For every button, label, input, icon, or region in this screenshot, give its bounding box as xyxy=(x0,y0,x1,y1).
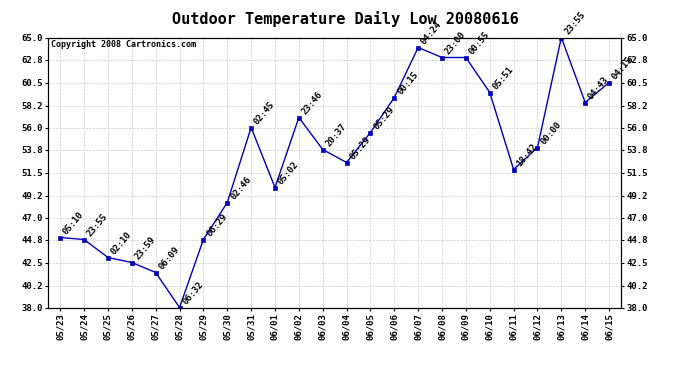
Text: 18:42: 18:42 xyxy=(515,142,539,168)
Text: 23:55: 23:55 xyxy=(563,10,587,36)
Text: 02:10: 02:10 xyxy=(109,230,133,256)
Text: 04:15: 04:15 xyxy=(611,55,635,81)
Text: Copyright 2008 Cartronics.com: Copyright 2008 Cartronics.com xyxy=(51,40,196,49)
Text: 05:29: 05:29 xyxy=(372,105,396,131)
Text: Outdoor Temperature Daily Low 20080616: Outdoor Temperature Daily Low 20080616 xyxy=(172,11,518,27)
Text: 04:43: 04:43 xyxy=(586,75,611,101)
Text: 05:29: 05:29 xyxy=(348,135,372,161)
Text: 23:55: 23:55 xyxy=(86,212,110,238)
Text: 05:10: 05:10 xyxy=(61,210,86,236)
Text: 23:46: 23:46 xyxy=(300,90,324,116)
Text: 02:45: 02:45 xyxy=(253,100,277,126)
Text: 00:15: 00:15 xyxy=(395,70,420,96)
Text: 04:24: 04:24 xyxy=(420,20,444,46)
Text: 00:55: 00:55 xyxy=(467,30,491,56)
Text: 06:29: 06:29 xyxy=(205,212,229,238)
Text: 06:09: 06:09 xyxy=(157,245,181,271)
Text: 23:00: 23:00 xyxy=(444,30,468,56)
Text: 06:32: 06:32 xyxy=(181,280,205,306)
Text: 05:51: 05:51 xyxy=(491,65,515,91)
Text: 00:00: 00:00 xyxy=(539,120,563,146)
Text: 02:46: 02:46 xyxy=(228,175,253,201)
Text: 05:02: 05:02 xyxy=(277,160,301,186)
Text: 20:37: 20:37 xyxy=(324,122,348,148)
Text: 23:59: 23:59 xyxy=(133,235,157,261)
